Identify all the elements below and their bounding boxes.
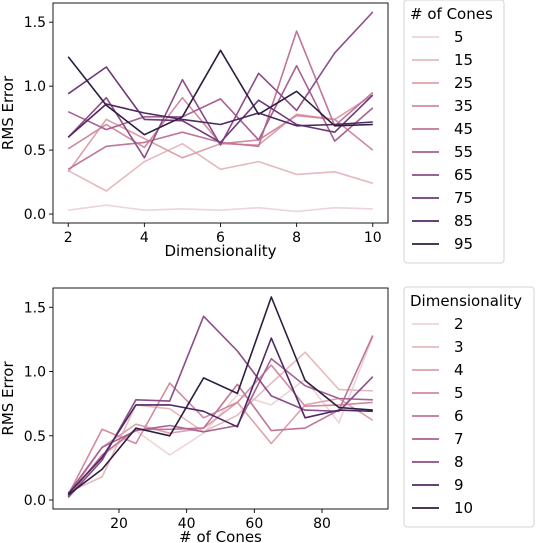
legend-label-10: 10 — [454, 499, 473, 517]
legend-title: # of Cones — [410, 5, 493, 23]
legend-label-95: 95 — [454, 235, 473, 253]
legend-label-25: 25 — [454, 74, 473, 92]
x-tick-label: 6 — [216, 230, 225, 246]
legend-label-6: 6 — [454, 407, 464, 425]
x-tick-label: 60 — [245, 516, 263, 532]
y-tick-label: 0.0 — [24, 207, 46, 223]
series-line-95 — [67, 49, 373, 136]
legend-label-2: 2 — [454, 315, 464, 333]
series-line-6 — [67, 335, 374, 497]
x-tick-label: 40 — [178, 516, 196, 532]
legend: # of Cones 5 15 25 35 45 55 65 75 85 95 — [403, 0, 505, 264]
plot-frame — [52, 287, 389, 510]
series-line-10 — [67, 296, 373, 496]
legend-label-4: 4 — [454, 361, 464, 379]
series-line-3 — [67, 351, 373, 494]
series-line-7 — [67, 357, 373, 495]
legend-label-15: 15 — [454, 51, 473, 69]
legend-label-3: 3 — [454, 338, 464, 356]
y-axis-label: RMS Error — [0, 75, 17, 150]
x-axis-label: # of Cones — [179, 528, 262, 543]
legend-label-65: 65 — [454, 166, 473, 184]
legend-label-8: 8 — [454, 453, 464, 471]
legend-box — [403, 286, 535, 528]
y-tick-label: 0.0 — [24, 493, 46, 509]
x-tick-label: 2 — [64, 230, 73, 246]
y-tick-label: 0.5 — [24, 429, 46, 445]
chart-2: 20 40 60 80 0.0 0.5 1.0 1.5 # of Cones RMS Error D… — [0, 286, 535, 543]
x-axis-label: Dimensionality — [164, 242, 276, 260]
legend-label-55: 55 — [454, 143, 473, 161]
chart-1: 2 4 6 8 10 0.0 0.5 1.0 1.5 Dimensionality RMS Erro… — [0, 0, 505, 264]
legend-label-9: 9 — [454, 476, 464, 494]
legend-label-85: 85 — [454, 212, 473, 230]
series-line-85 — [67, 103, 373, 138]
series-group — [67, 296, 374, 498]
y-tick-label: 1.0 — [24, 79, 46, 95]
series-line-5 — [67, 364, 373, 496]
legend: Dimensionality 2 3 4 5 6 7 8 9 10 — [403, 286, 535, 528]
series-group — [67, 11, 374, 213]
x-tick-label: 8 — [292, 230, 301, 246]
series-line-65 — [67, 11, 374, 159]
series-line-5 — [68, 204, 373, 213]
legend-label-7: 7 — [454, 430, 464, 448]
series-line-15 — [67, 142, 374, 192]
y-axis-label: RMS Error — [0, 361, 17, 436]
y-tick-label: 1.5 — [24, 15, 46, 31]
x-tick-label: 20 — [110, 516, 128, 532]
x-tick-label: 4 — [140, 230, 149, 246]
legend-label-5: 5 — [454, 384, 464, 402]
x-tick-label: 10 — [364, 230, 382, 246]
x-tick-label: 80 — [313, 516, 331, 532]
legend-label-5: 5 — [454, 28, 464, 46]
y-tick-label: 1.0 — [24, 365, 46, 381]
series-line-75 — [67, 66, 374, 144]
series-line-55 — [67, 64, 374, 142]
y-tick-label: 0.5 — [24, 143, 46, 159]
legend-title: Dimensionality — [410, 292, 522, 310]
y-tick-label: 1.5 — [24, 300, 46, 316]
legend-label-75: 75 — [454, 189, 473, 207]
legend-label-35: 35 — [454, 97, 473, 115]
legend-label-45: 45 — [454, 120, 473, 138]
series-line-9 — [67, 337, 373, 495]
